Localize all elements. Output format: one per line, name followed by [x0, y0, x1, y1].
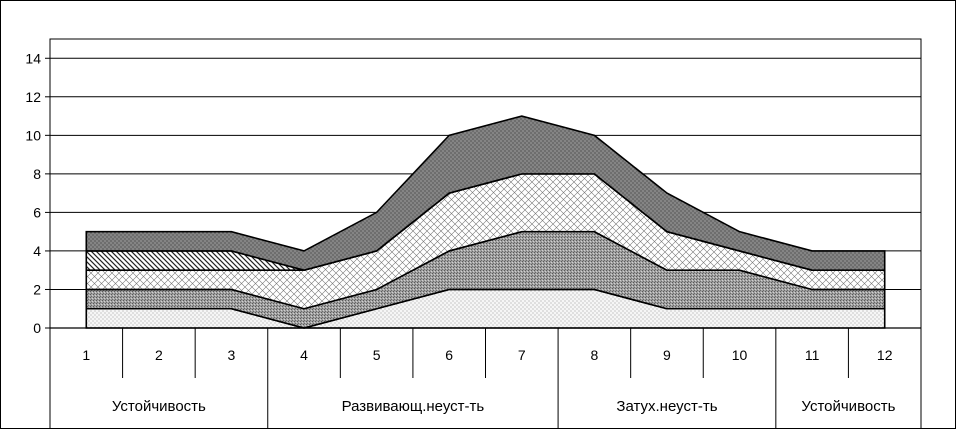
x-tick-label: 2	[155, 347, 163, 363]
x-tick-label: 7	[518, 347, 526, 363]
x-tick-label: 12	[877, 347, 893, 363]
x-tick-label: 4	[300, 347, 308, 363]
y-tick-label: 0	[33, 320, 41, 336]
y-tick-label: 12	[25, 89, 41, 105]
x-tick-label: 5	[373, 347, 381, 363]
y-tick-label: 6	[33, 204, 41, 220]
group-label: Развивающ.неуст-ть	[342, 398, 485, 415]
axis-layer	[45, 38, 922, 429]
y-tick-label: 4	[33, 243, 41, 259]
x-tick-label: 9	[663, 347, 671, 363]
x-tick-label: 10	[732, 347, 748, 363]
y-tick-label: 8	[33, 166, 41, 182]
y-tick-label: 2	[33, 281, 41, 297]
area-series-5	[85, 115, 886, 272]
x-tick-label: 1	[82, 347, 90, 363]
group-label: Устойчивость	[112, 398, 206, 415]
group-label: Затух.неуст-ть	[616, 398, 717, 415]
x-tick-label: 3	[228, 347, 236, 363]
x-tick-label: 6	[445, 347, 453, 363]
x-tick-label: 11	[805, 347, 820, 363]
y-tick-label: 14	[25, 50, 41, 66]
x-tick-label: 8	[590, 347, 598, 363]
y-tick-label: 10	[25, 127, 41, 143]
group-label: Устойчивость	[801, 398, 895, 415]
